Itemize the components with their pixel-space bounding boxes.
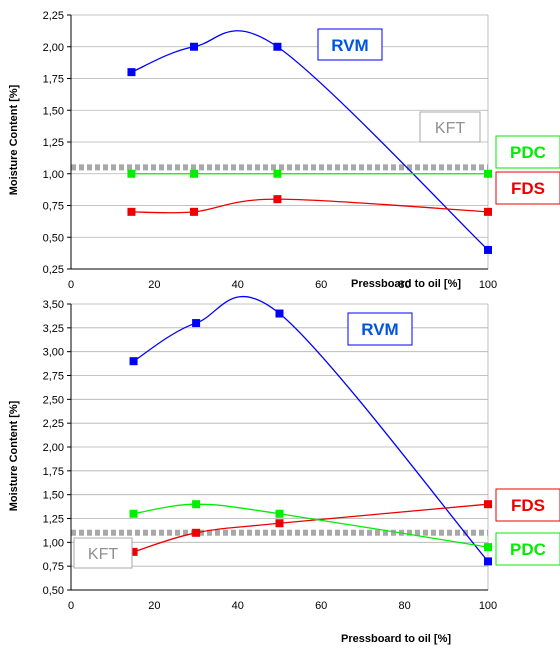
y-tick-label: 1,50 [43,105,64,117]
x-tick-label: 80 [398,279,410,291]
y-tick-label: 0,75 [43,201,64,213]
pdc-label-text: PDC [510,540,546,559]
fds-label-text: FDS [511,496,545,515]
x-tick-labels: 0 20 40 60 80 100 [68,279,497,291]
fds-data-point [127,207,136,216]
x-tick-label: 0 [68,279,74,291]
rvm-label-text: RVM [361,320,398,339]
kft-series-label: KFT [419,111,481,143]
y-tick-label: 3,25 [43,323,64,335]
y-tick-label: 2,00 [43,42,64,54]
fds-data-point [275,519,284,528]
series [129,295,492,566]
rvm-data-point [273,42,282,51]
fds-label-text: FDS [511,179,545,198]
fds-series-label: FDS [495,488,560,522]
x-tick-label: 80 [398,600,410,612]
y-tick-label: 1,25 [43,514,64,526]
y-tick-label: 1,50 [43,490,64,502]
y-tick-label: 0,75 [43,561,64,573]
pdc-data-point [275,509,284,518]
y-tick-label: 1,25 [43,137,64,149]
rvm-data-point [275,309,284,318]
x-tick-label: 60 [315,600,327,612]
pdc-series-label: PDC [495,135,560,169]
fds-data-point [484,500,492,509]
y-tick-label: 1,75 [43,74,64,86]
rvm-series-line [133,295,489,562]
rvm-data-point [484,245,492,254]
kft-series-label: KFT [73,537,133,569]
series [127,30,492,254]
fds-series-line [133,503,489,553]
grid [71,303,489,590]
rvm-data-point [129,357,138,366]
fds-data-point [129,547,138,556]
pdc-label-text: PDC [510,143,546,162]
pdc-data-point [129,509,138,518]
fds-data-point [273,195,282,204]
pdc-series-line [133,503,489,548]
kft-label-text: KFT [88,546,118,563]
fds-data-point [192,528,201,537]
x-tick-label: 100 [479,600,497,612]
x-tick-label: 20 [148,600,160,612]
y-tick-label: 1,75 [43,466,64,478]
fds-series-label: FDS [495,171,560,205]
axes [67,14,488,270]
pdc-data-point [484,543,492,552]
axes [67,303,488,591]
y-tick-label: 0,50 [43,232,64,244]
y-tick-label: 0,25 [43,264,64,276]
y-tick-labels: 0,50 0,75 1,00 1,25 1,50 1,75 2,00 2,25 2,50 2,75… [43,299,64,597]
x-tick-label: 60 [315,279,327,291]
y-axis-title: Moisture Content [%] [8,84,20,195]
pdc-series-label: PDC [495,532,560,566]
fds-data-point [484,207,492,216]
x-tick-label: 0 [68,600,74,612]
rvm-data-point [190,42,199,51]
y-tick-label: 2,25 [43,10,64,22]
rvm-series-line [131,30,489,251]
pdc-data-point [192,500,201,509]
y-tick-label: 3,00 [43,347,64,359]
x-tick-label: 100 [479,279,497,291]
rvm-data-point [192,319,201,328]
y-tick-label: 0,50 [43,585,64,597]
pdc-data-point [273,169,282,178]
rvm-label-text: RVM [331,36,368,55]
y-tick-label: 1,00 [43,169,64,181]
x-tick-label: 40 [232,279,244,291]
kft-label-text: KFT [435,120,465,137]
moisture-chart-top: 0,25 0,50 0,75 1,00 1,25 1,50 1,75 2,00 2,25 0 20… [8,10,560,291]
rvm-data-point [484,557,492,566]
y-tick-label: 2,50 [43,394,64,406]
fds-data-point [190,207,199,216]
x-tick-labels: 0 20 40 60 80 100 [68,600,497,612]
x-tick-label: 20 [148,279,160,291]
y-tick-label: 2,25 [43,418,64,430]
x-tick-label: 40 [232,600,244,612]
x-axis-title: Pressboard to oil [%] [341,633,451,645]
y-tick-label: 3,50 [43,299,64,311]
rvm-series-label: RVM [347,312,413,346]
rvm-series-label: RVM [317,28,383,61]
fds-series-line [131,198,489,214]
y-tick-labels: 0,25 0,50 0,75 1,00 1,25 1,50 1,75 2,00 2,25 [43,10,64,276]
pdc-data-point [484,169,492,178]
moisture-chart-bottom: 0,50 0,75 1,00 1,25 1,50 1,75 2,00 2,25 2,50 2,75… [8,295,560,645]
y-axis-title: Moisture Content [%] [8,400,20,511]
pdc-data-point [127,169,136,178]
rvm-data-point [127,68,136,77]
y-tick-label: 1,00 [43,537,64,549]
x-axis-title: Pressboard to oil [%] [351,278,461,290]
y-tick-label: 2,75 [43,371,64,383]
pdc-data-point [190,169,199,178]
y-tick-label: 2,00 [43,442,64,454]
